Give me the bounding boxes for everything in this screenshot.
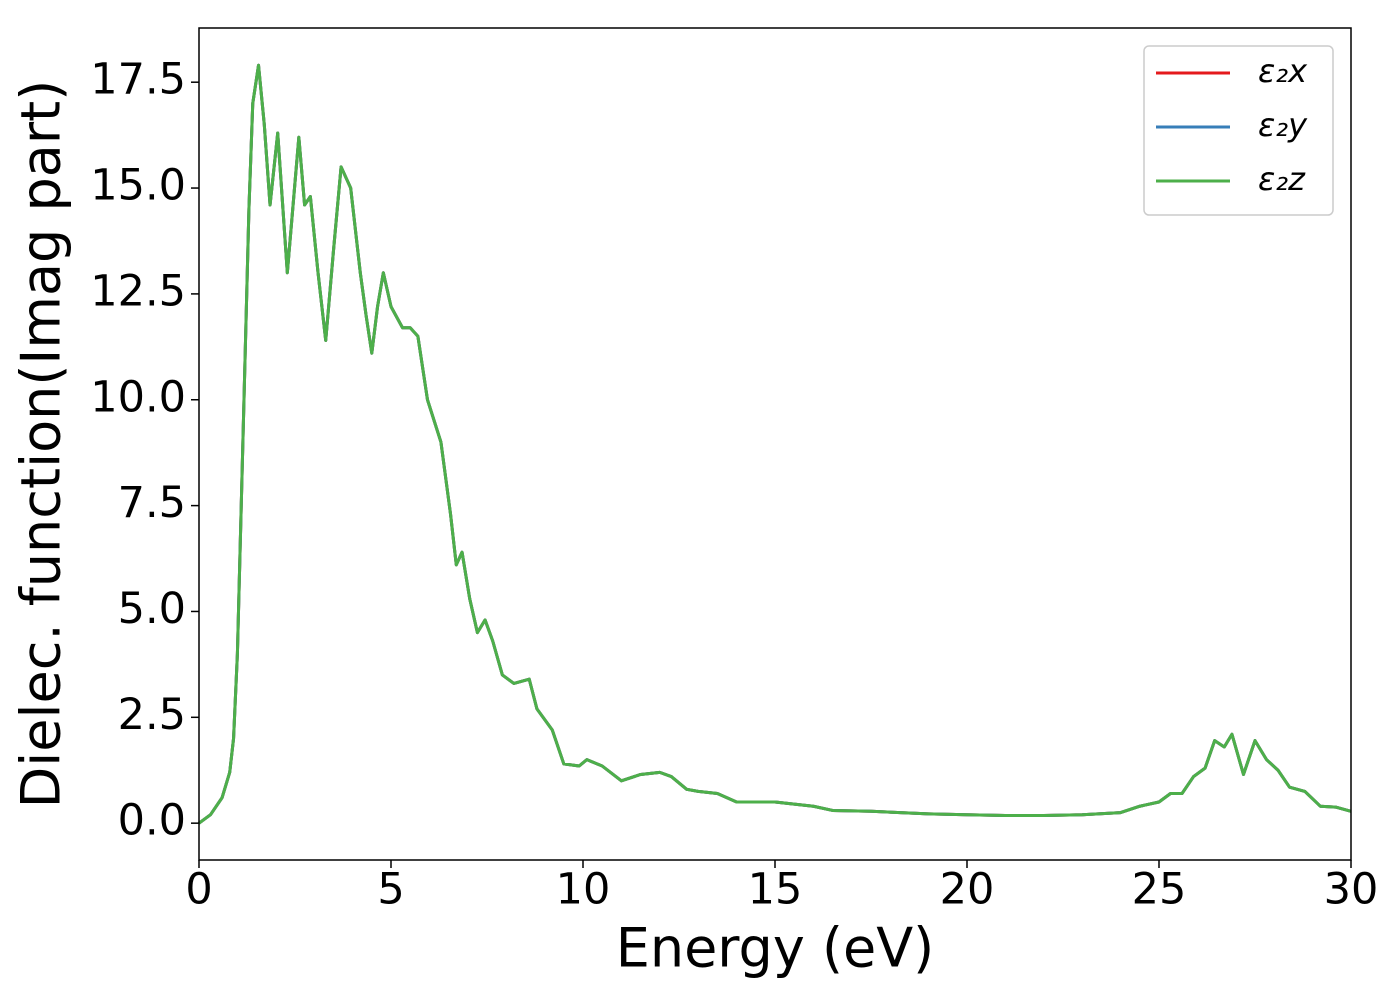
y-tick-label: 0.0 — [118, 796, 186, 846]
legend-label: ε₂x — [1258, 52, 1308, 90]
y-tick-label: 17.5 — [90, 55, 186, 105]
y-axis-label: Dielec. function(Imag part) — [10, 80, 73, 809]
plot-frame — [198, 27, 1352, 861]
x-tick-label: 10 — [556, 865, 611, 915]
x-tick-label: 20 — [940, 865, 995, 915]
legend-label: ε₂y — [1258, 106, 1308, 144]
y-tick-label: 7.5 — [118, 478, 186, 528]
x-tick-label: 30 — [1324, 865, 1379, 915]
legend-box — [1143, 45, 1334, 216]
x-tick-label: 5 — [377, 865, 404, 915]
y-tick-label: 2.5 — [118, 690, 186, 740]
y-tick-label: 15.0 — [90, 161, 186, 211]
x-tick-label: 0 — [185, 865, 212, 915]
data-line — [198, 63, 1352, 825]
x-axis-label: Energy (eV) — [616, 917, 935, 980]
x-tick-label: 25 — [1132, 865, 1187, 915]
y-tick-label: 5.0 — [118, 584, 186, 634]
x-tick-label: 15 — [748, 865, 803, 915]
y-tick-label: 10.0 — [90, 372, 186, 422]
legend: ε₂x ε₂y ε₂z — [1143, 45, 1334, 216]
legend-label: ε₂z — [1258, 160, 1306, 198]
y-tick-label: 12.5 — [90, 266, 186, 316]
